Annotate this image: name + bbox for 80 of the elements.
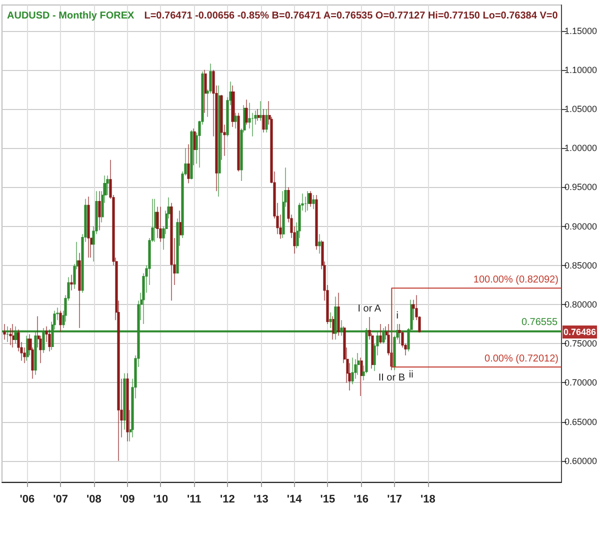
candlestick: [154, 198, 157, 242]
candlestick: [159, 206, 162, 242]
ref-line-label: 0.76555: [521, 316, 558, 328]
candlestick: [398, 324, 401, 344]
candlestick: [179, 210, 182, 246]
candlestick: [190, 130, 193, 180]
candlestick: [312, 194, 315, 210]
annotation: i: [396, 310, 398, 322]
candlestick: [78, 252, 81, 328]
candlestick: [176, 218, 179, 274]
candlestick: [231, 85, 235, 128]
candlestick: [237, 112, 240, 172]
candlestick: [218, 85, 221, 197]
x-tick-label: '08: [86, 494, 102, 506]
candlestick: [70, 274, 73, 291]
candlestick: [126, 373, 129, 442]
candlestick: [193, 128, 196, 166]
annotation: I or A: [358, 304, 382, 315]
candlestick: [123, 373, 126, 430]
candlestick: [332, 316, 335, 340]
candlestick: [245, 99, 248, 125]
candlestick: [307, 190, 310, 211]
candlestick: [234, 112, 237, 129]
x-tick-label: '10: [153, 494, 168, 506]
candlestick: [87, 196, 90, 258]
candlestick: [265, 108, 268, 133]
text: L=0.76471 -0.00656 -0.85% B=0.76471 A=0.76535 O=0.77127 Hi=0.77150 Lo=0.76384 V=0: [144, 10, 558, 22]
x-tick-label: '16: [354, 494, 368, 506]
candlestick: [257, 108, 260, 122]
x-tick-label: '14: [286, 494, 303, 506]
y-tick-label: 0.60000: [564, 456, 598, 466]
x-tick-label: '07: [53, 494, 68, 506]
x-tick-label: '18: [420, 494, 436, 506]
y-tick-label: 1.05000: [564, 104, 598, 114]
candlestick: [204, 70, 207, 114]
candlestick: [329, 312, 332, 328]
x-tick-label: '13: [254, 494, 268, 506]
candlestick: [26, 335, 29, 362]
candlestick: [220, 94, 223, 160]
annotation: ii: [408, 369, 414, 380]
candlestick: [98, 190, 101, 231]
x-tick-label: '17: [387, 494, 402, 506]
candlestick: [262, 108, 265, 133]
candlestick: [156, 206, 159, 238]
candlestick: [9, 328, 12, 346]
x-tick-label: '11: [186, 494, 202, 506]
x-tick-label: '09: [120, 494, 135, 506]
candlestick: [315, 194, 318, 250]
annotation: II or B: [378, 372, 406, 384]
candlestick: [309, 190, 312, 208]
candlestick: [48, 329, 51, 352]
x-tick-label: '06: [20, 494, 35, 506]
y-tick-label: 0.80000: [564, 299, 598, 310]
candlestick: [59, 310, 62, 332]
candlestick: [12, 324, 15, 348]
y-tick-label: 0.75000: [564, 338, 598, 349]
y-tick-label: 1.15000: [564, 26, 598, 36]
candlestick: [187, 144, 190, 184]
candlestick: [337, 292, 340, 336]
y-tick-label: 0.95000: [564, 182, 598, 192]
candlestick: [3, 324, 6, 340]
x-tick-label: '12: [220, 494, 235, 506]
x-tick-label: '15: [320, 494, 336, 506]
y-tick-label: 0.85000: [564, 260, 598, 270]
annotation: 0.76486: [563, 326, 596, 337]
candlestick: [318, 234, 321, 254]
y-tick-label: 1.00000: [564, 143, 598, 154]
annotation: 0.00% (0.72012): [484, 353, 558, 364]
y-tick-label: 0.70000: [564, 378, 598, 388]
candlestick: [259, 100, 262, 122]
y-tick-label: 1.10000: [564, 64, 598, 75]
annotation: 100.00% (0.82092): [473, 274, 558, 286]
candlestick: [170, 202, 173, 301]
text: AUDUSD - Monthly FOREX: [7, 10, 135, 22]
y-tick-label: 0.90000: [564, 221, 598, 232]
candlestick: [351, 357, 354, 385]
candlestick: [360, 357, 363, 396]
candlestick: [357, 352, 360, 376]
y-tick-label: 0.65000: [564, 416, 598, 427]
candlestick: [379, 324, 382, 344]
